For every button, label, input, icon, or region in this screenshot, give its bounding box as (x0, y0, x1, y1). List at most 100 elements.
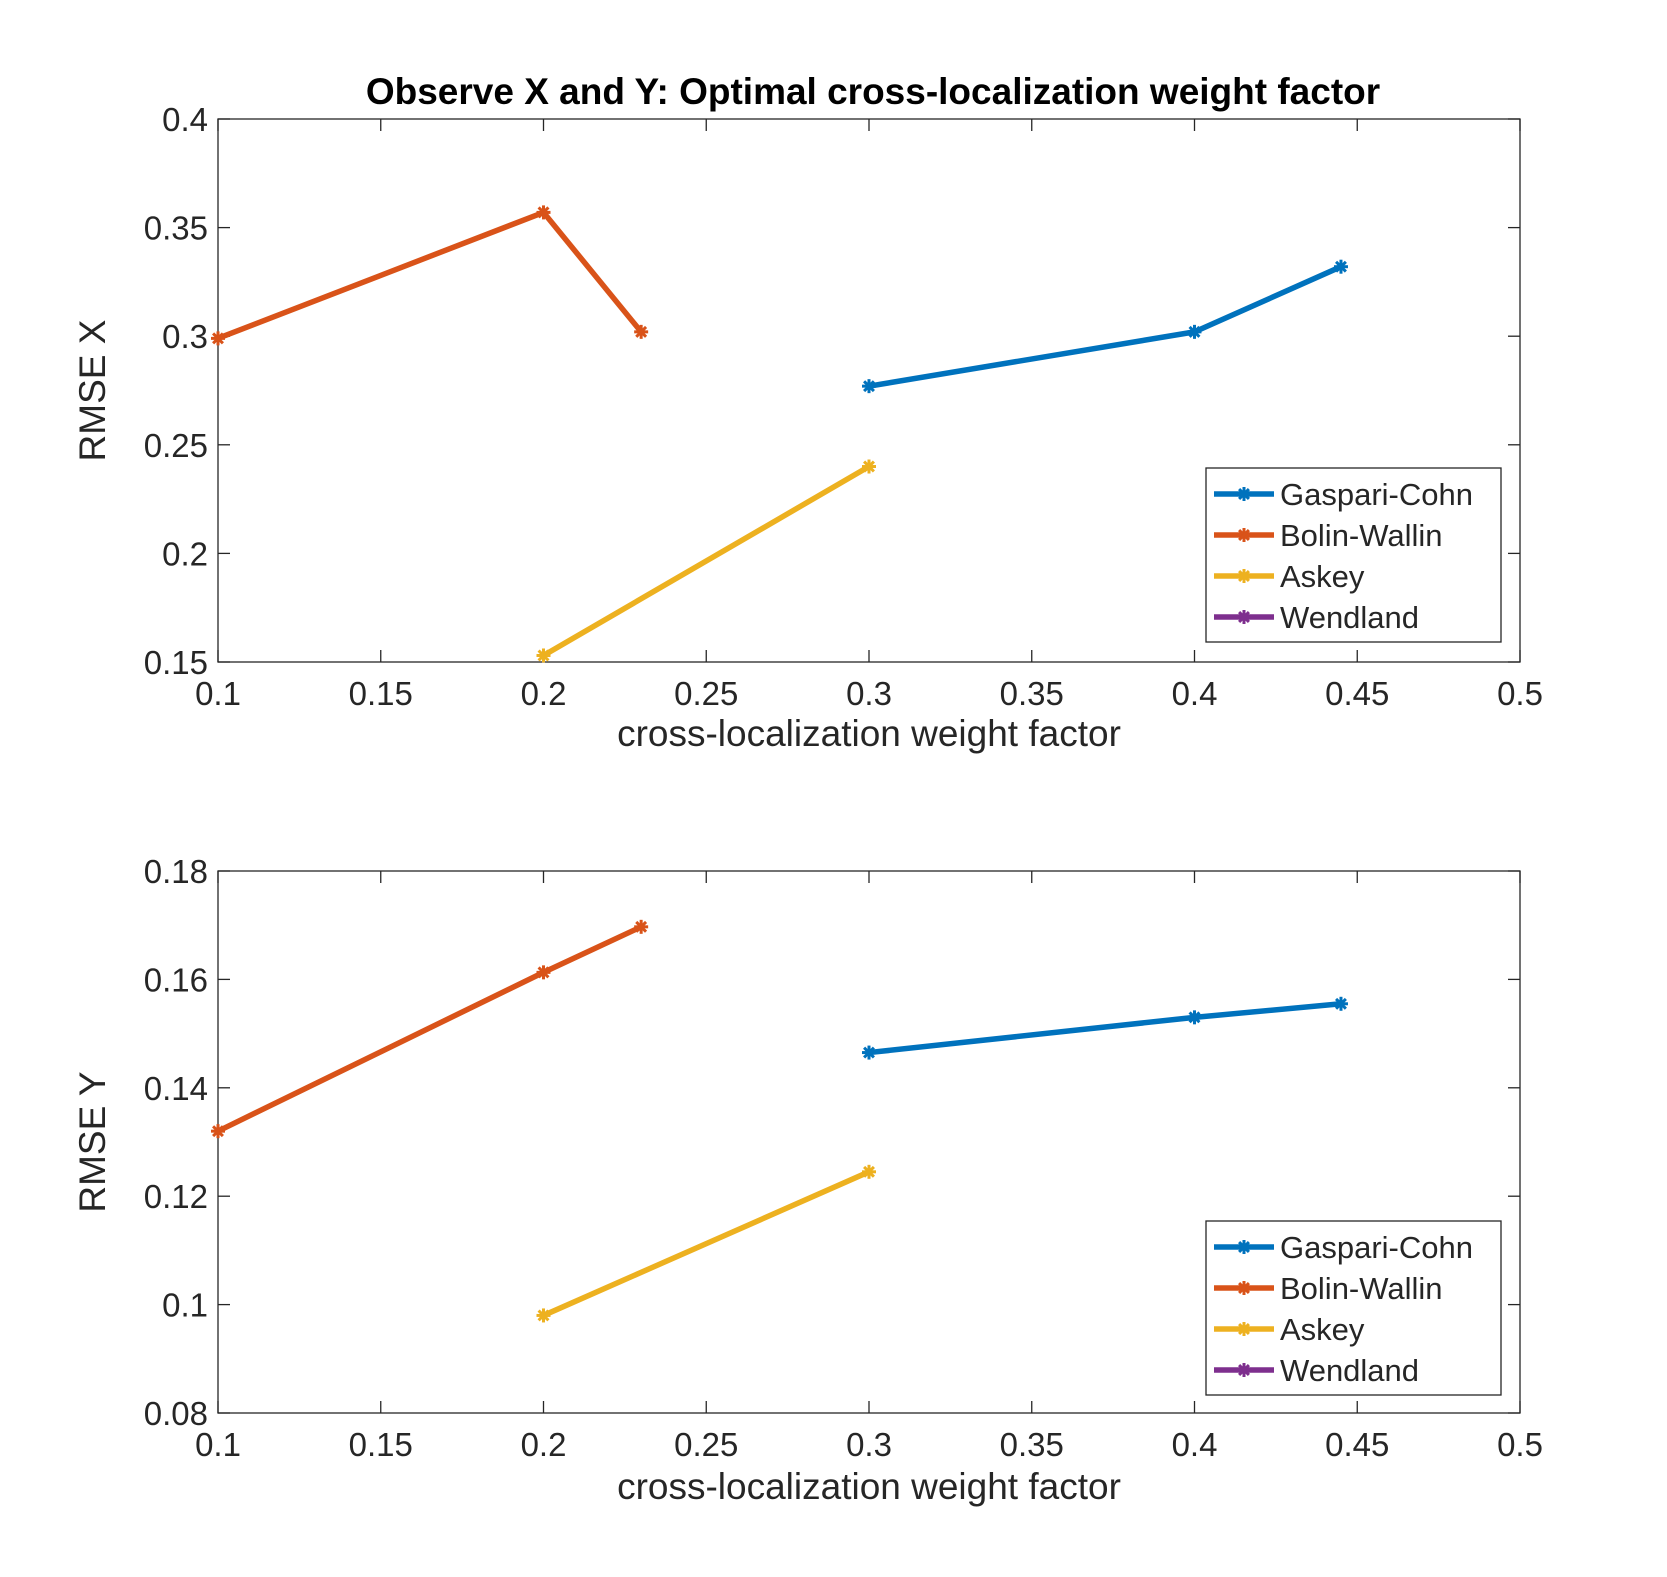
data-point (862, 459, 876, 474)
legend-item: Bolin-Wallin (1214, 1271, 1443, 1306)
asterisk-marker (537, 1309, 550, 1322)
x-tick-label: 0.15 (349, 675, 413, 712)
legend: Gaspari-Cohn Bolin-Wallin Askey Wendland (1205, 467, 1502, 643)
legend-item: Bolin-Wallin (1214, 518, 1443, 553)
asterisk-marker (212, 332, 224, 345)
legend-box (1205, 467, 1502, 643)
data-point (1187, 1010, 1202, 1025)
y-tick-label: 0.2 (162, 535, 208, 572)
data-point (634, 324, 649, 339)
x-tick-label: 0.25 (674, 1426, 738, 1463)
subplot-rmse-x: 0.1 0.15 0.2 0.25 0.3 0.35 0.4 0.45 0.50.150.20.… (72, 101, 1543, 754)
x-tick-label: 0.35 (1000, 1426, 1064, 1463)
legend-marker (1238, 1323, 1250, 1335)
data-point (1333, 259, 1348, 274)
y-tick-label: 0.15 (144, 644, 208, 681)
subplot-rmse-y: 0.1 0.15 0.2 0.25 0.3 0.35 0.4 0.45 0.50.080.10.… (72, 853, 1543, 1507)
x-tick-label: 0.15 (349, 1426, 413, 1463)
asterisk-marker (1188, 1011, 1201, 1024)
data-point (536, 965, 551, 980)
series-line (540, 463, 872, 659)
legend-label: Bolin-Wallin (1280, 518, 1443, 553)
legend-label: Askey (1280, 1312, 1365, 1347)
legend-item: Wendland (1214, 1353, 1419, 1388)
legend-marker (1238, 488, 1250, 500)
y-tick-label: 0.12 (144, 1178, 208, 1215)
asterisk-marker (863, 380, 875, 393)
asterisk-marker (1335, 260, 1347, 273)
legend-label: Wendland (1280, 600, 1419, 635)
legend-label: Bolin-Wallin (1280, 1271, 1443, 1306)
data-point (211, 1124, 225, 1139)
data-point (1333, 996, 1348, 1011)
series-bolin-wallin (211, 919, 649, 1139)
legend-item: Gaspari-Cohn (1214, 1230, 1473, 1265)
x-tick-label: 0.3 (846, 675, 892, 712)
asterisk-marker (863, 1165, 875, 1178)
data-point (1187, 324, 1202, 339)
y-tick-label: 0.35 (144, 210, 208, 247)
legend-marker (1238, 570, 1250, 582)
y-tick-label: 0.4 (162, 101, 208, 138)
data-point (211, 331, 225, 346)
asterisk-marker (537, 966, 550, 979)
y-tick-label: 0.08 (144, 1395, 208, 1432)
x-tick-label: 0.4 (1172, 675, 1218, 712)
series-askey (536, 459, 876, 663)
data-point (536, 1308, 551, 1323)
series-bolin-wallin (211, 205, 649, 346)
legend-marker (1238, 529, 1250, 541)
legend-label: Askey (1280, 559, 1365, 594)
x-tick-label: 0.2 (521, 675, 567, 712)
legend-box (1205, 1220, 1502, 1396)
figure-title: Observe X and Y: Optimal cross-localizat… (366, 71, 1380, 112)
data-point (634, 919, 649, 934)
asterisk-marker (537, 649, 550, 662)
legend-item: Wendland (1214, 600, 1419, 635)
series-askey (536, 1164, 876, 1323)
legend-marker (1238, 1364, 1250, 1376)
asterisk-marker (635, 920, 648, 933)
legend-marker (1238, 1282, 1250, 1294)
asterisk-marker (863, 460, 875, 473)
legend-item: Askey (1214, 1312, 1365, 1347)
x-tick-label: 0.45 (1325, 1426, 1389, 1463)
series-gaspari-cohn (862, 996, 1348, 1060)
series-gaspari-cohn (862, 259, 1348, 394)
legend-label: Gaspari-Cohn (1280, 477, 1473, 512)
asterisk-marker (537, 206, 550, 219)
y-tick-label: 0.16 (144, 961, 208, 998)
legend: Gaspari-Cohn Bolin-Wallin Askey Wendland (1205, 1220, 1502, 1396)
legend-item: Askey (1214, 559, 1365, 594)
asterisk-marker (1188, 325, 1201, 338)
asterisk-marker (212, 1125, 224, 1138)
y-axis-label: RMSE Y (72, 1071, 113, 1212)
y-axis-label: RMSE X (72, 320, 113, 462)
data-point (536, 648, 551, 663)
asterisk-marker (635, 325, 648, 338)
x-tick-label: 0.1 (195, 1426, 241, 1463)
y-tick-label: 0.14 (144, 1070, 208, 1107)
x-tick-label: 0.35 (1000, 675, 1064, 712)
y-tick-label: 0.25 (144, 427, 208, 464)
legend-marker (1238, 611, 1250, 623)
x-tick-label: 0.45 (1325, 675, 1389, 712)
data-point (536, 205, 551, 220)
legend-label: Wendland (1280, 1353, 1419, 1388)
legend-marker (1238, 1241, 1250, 1253)
x-axis-label: cross-localization weight factor (617, 1466, 1121, 1507)
y-tick-label: 0.18 (144, 853, 208, 890)
x-axis-label: cross-localization weight factor (617, 713, 1121, 754)
x-tick-label: 0.2 (521, 1426, 567, 1463)
x-tick-label: 0.3 (846, 1426, 892, 1463)
x-tick-label: 0.1 (195, 675, 241, 712)
x-tick-label: 0.5 (1497, 675, 1543, 712)
series-line (540, 1169, 872, 1319)
asterisk-marker (863, 1046, 875, 1059)
x-tick-label: 0.25 (674, 675, 738, 712)
data-point (862, 1164, 876, 1179)
asterisk-marker (1335, 997, 1347, 1010)
data-point (862, 1045, 876, 1060)
x-tick-label: 0.5 (1497, 1426, 1543, 1463)
